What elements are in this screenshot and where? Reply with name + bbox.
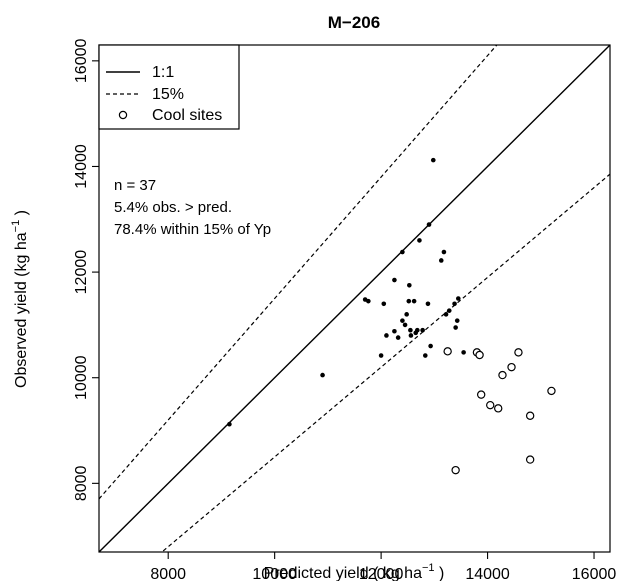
y-axis-label: Observed yield (kg ha−1 ) xyxy=(10,210,30,388)
cool-site-point xyxy=(443,347,452,356)
data-point xyxy=(454,318,460,323)
cool-site-point xyxy=(476,390,486,399)
annotations: n = 37 5.4% obs. > pred. 78.4% within 15… xyxy=(114,177,271,238)
data-point xyxy=(417,238,422,243)
data-point xyxy=(455,296,461,301)
y-tick-label: 8000 xyxy=(73,465,90,501)
data-point xyxy=(430,157,436,163)
data-point xyxy=(415,327,420,333)
data-point xyxy=(446,308,452,313)
data-points xyxy=(227,157,556,475)
legend: 1:1 15% Cool sites xyxy=(98,44,240,130)
data-point xyxy=(426,222,432,227)
x-tick-label: 14000 xyxy=(465,566,510,581)
x-tick-label: 16000 xyxy=(572,566,617,581)
y-tick-label: 12000 xyxy=(73,250,90,295)
data-point xyxy=(227,421,232,427)
data-point xyxy=(392,328,397,334)
y-tick-label: 14000 xyxy=(73,144,90,189)
data-point xyxy=(438,258,444,263)
data-point xyxy=(320,372,325,378)
y-axis-label-sup: −1 xyxy=(10,220,22,233)
data-point xyxy=(366,298,371,304)
cool-site-point xyxy=(494,404,503,413)
cool-site-point xyxy=(547,386,556,396)
data-point xyxy=(461,350,466,355)
y-axis-label-main: Observed yield (kg ha xyxy=(13,232,30,388)
y-tick-label: 10000 xyxy=(73,355,90,400)
data-point xyxy=(411,298,417,304)
data-point xyxy=(428,343,433,349)
reference-line xyxy=(99,45,610,552)
chart-title: M−206 xyxy=(328,13,380,32)
data-point xyxy=(453,325,458,330)
data-point xyxy=(425,301,431,307)
data-point xyxy=(441,249,447,255)
x-axis-label-main: Predicted yield ( kg ha xyxy=(264,565,422,581)
cool-site-point xyxy=(451,465,460,475)
data-point xyxy=(406,298,412,304)
data-point xyxy=(408,333,414,338)
data-point xyxy=(378,353,384,358)
data-point xyxy=(381,301,387,307)
reference-line xyxy=(99,45,498,500)
legend-label-15pct: 15% xyxy=(152,86,184,103)
legend-label-1-1: 1:1 xyxy=(152,64,174,81)
x-axis-label: Predicted yield ( kg ha−1 ) xyxy=(264,562,445,581)
cool-site-point xyxy=(507,362,516,372)
cool-site-point xyxy=(525,411,535,420)
cool-site-point xyxy=(525,455,535,464)
data-point xyxy=(404,312,409,317)
legend-label-cool-sites: Cool sites xyxy=(152,107,222,124)
cool-site-point xyxy=(514,348,523,357)
x-axis: 8000 10000 12000 14000 16000 xyxy=(150,552,616,581)
legend-open-circle-swatch xyxy=(118,110,128,120)
x-axis-label-sup: −1 xyxy=(422,562,435,574)
y-axis-label-tail: ) xyxy=(13,210,30,220)
annotation-obs-gt-pred: 5.4% obs. > pred. xyxy=(114,199,232,216)
data-point xyxy=(395,335,401,340)
x-axis-label-tail: ) xyxy=(435,565,445,581)
y-axis: 8000 10000 12000 14000 16000 xyxy=(73,39,99,501)
cool-site-point xyxy=(498,370,507,380)
cool-site-point xyxy=(475,350,484,360)
reference-lines xyxy=(99,45,610,552)
data-point xyxy=(400,318,405,323)
annotation-n: n = 37 xyxy=(114,177,156,194)
plot-frame xyxy=(98,44,611,553)
annotation-within-15pct: 78.4% within 15% of Yp xyxy=(114,221,271,238)
data-point xyxy=(392,277,397,283)
data-point xyxy=(420,327,425,333)
data-point xyxy=(452,301,457,307)
data-point xyxy=(443,312,449,317)
y-tick-label: 16000 xyxy=(73,39,90,84)
cool-site-point xyxy=(486,400,495,410)
data-point xyxy=(402,322,408,328)
data-point xyxy=(407,282,412,288)
x-tick-label: 10000 xyxy=(252,566,297,581)
data-point xyxy=(384,333,389,338)
x-tick-label: 8000 xyxy=(150,566,186,581)
data-point xyxy=(408,327,413,333)
data-point xyxy=(400,249,405,255)
data-point xyxy=(422,353,428,358)
x-tick-label: 12000 xyxy=(359,566,404,581)
